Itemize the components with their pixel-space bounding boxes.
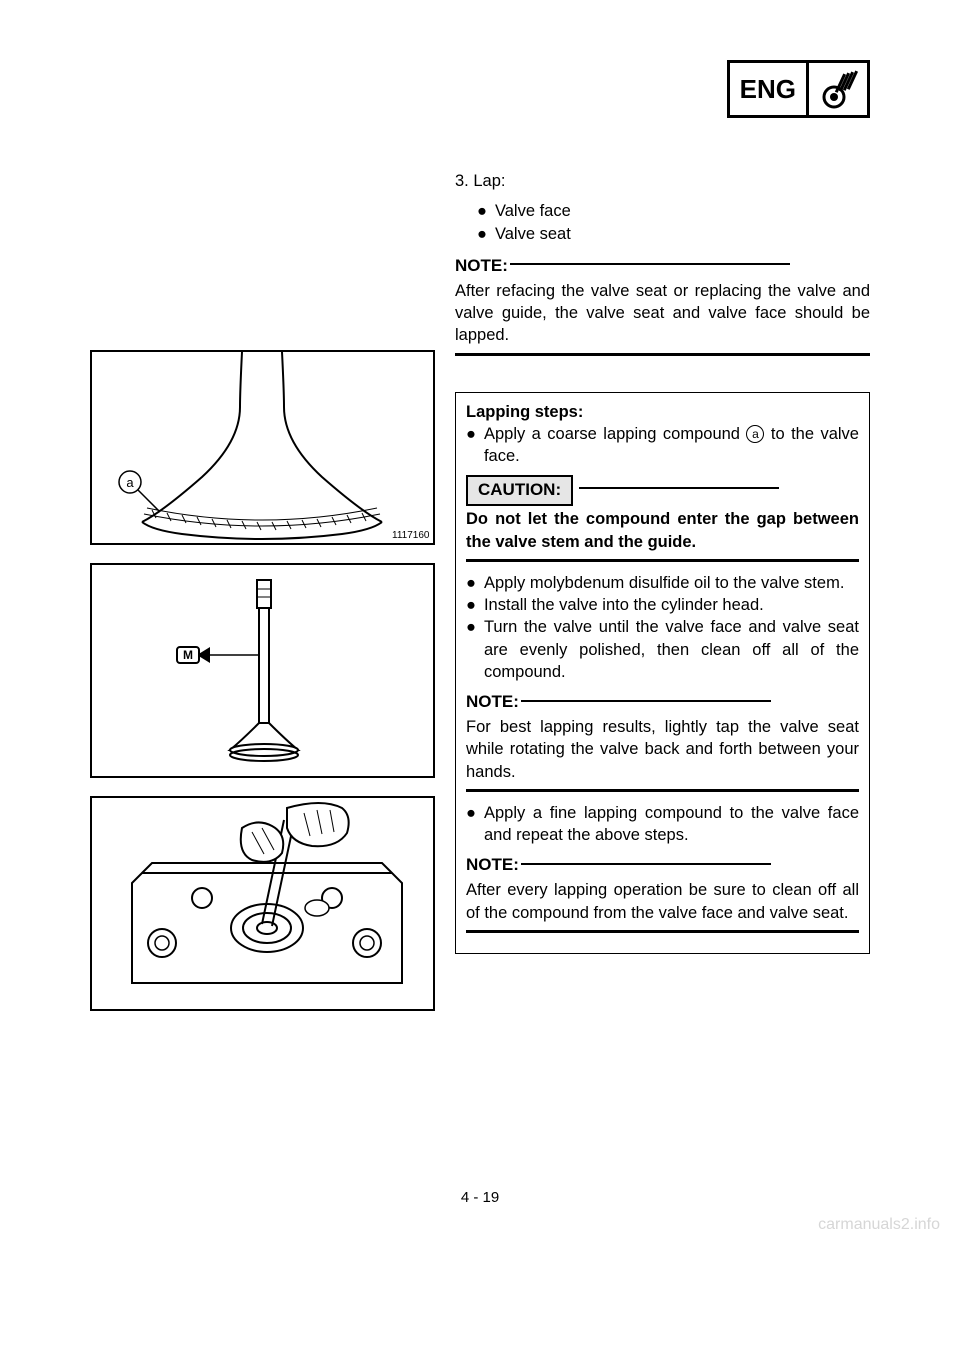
caution-block: CAUTION: Do not let the compound enter t… (466, 475, 859, 561)
bullet-icon: ● (477, 200, 487, 222)
figure-lapping (90, 796, 435, 1011)
note2-text: For best lapping results, lightly tap th… (466, 716, 859, 783)
bullet-icon: ● (466, 802, 476, 847)
bullet-icon: ● (466, 616, 476, 683)
note-heading: NOTE: (466, 854, 519, 877)
note-rule-icon (466, 930, 859, 933)
figures-column: a 1117160 (90, 170, 435, 1029)
step3-item2: ● Valve seat (455, 223, 870, 245)
lapping-step5: ● Apply a fine lapping compound to the v… (466, 802, 859, 847)
lapping-step1-text: Apply a coarse lapping compound a to the… (484, 423, 859, 468)
note-rule-icon (455, 353, 870, 356)
watermark: carmanuals2.info (818, 1216, 940, 1234)
lapping-heading: Lapping steps: (466, 401, 859, 423)
bullet-icon: ● (466, 572, 476, 594)
page-number: 4 - 19 (90, 1189, 870, 1206)
caution-heading: CAUTION: (466, 475, 573, 506)
main-content: a 1117160 (90, 170, 870, 1029)
note-1: NOTE: After refacing the valve seat or r… (455, 255, 870, 356)
note-3: NOTE: After every lapping operation be s… (466, 854, 859, 932)
lapping-steps-box: Lapping steps: ● Apply a coarse lapping … (455, 392, 870, 954)
caution-rule-icon (466, 559, 859, 562)
step-3: 3. Lap: (455, 170, 870, 192)
bullet-icon: ● (477, 223, 487, 245)
bullet-icon: ● (466, 423, 476, 468)
note-rule-icon (510, 263, 790, 265)
note1-text: After refacing the valve seat or replaci… (455, 280, 870, 347)
step3-item2-text: Valve seat (495, 223, 571, 245)
note-heading: NOTE: (455, 255, 508, 278)
note-rule-icon (521, 863, 771, 865)
lapping-step5-text: Apply a fine lapping compound to the val… (484, 802, 859, 847)
lapping-step2-text: Apply molybdenum disulfide oil to the va… (484, 572, 844, 594)
eng-label: ENG (730, 63, 809, 115)
lapping-step3-text: Install the valve into the cylinder head… (484, 594, 764, 616)
lapping-step3: ● Install the valve into the cylinder he… (466, 594, 859, 616)
note-rule-icon (466, 789, 859, 792)
step-number: 3. (455, 170, 469, 192)
step3-item1: ● Valve face (455, 200, 870, 222)
step3-item1-text: Valve face (495, 200, 571, 222)
figure-valve-stem: M (90, 563, 435, 778)
step-label: Lap: (473, 172, 505, 190)
figure-valve-face: a 1117160 (90, 350, 435, 545)
text-column: 3. Lap: ● Valve face ● Valve seat NOTE: … (455, 170, 870, 1029)
callout-a-icon: a (746, 425, 764, 443)
note-rule-icon (521, 700, 771, 702)
page: ENG (0, 0, 960, 1246)
caution-rule-icon (579, 487, 779, 489)
engine-icon (809, 63, 867, 115)
lapping-step1: ● Apply a coarse lapping compound a to t… (466, 423, 859, 468)
lapping-step2: ● Apply molybdenum disulfide oil to the … (466, 572, 859, 594)
lapping-step4: ● Turn the valve until the valve face an… (466, 616, 859, 683)
caution-text: Do not let the compound enter the gap be… (466, 508, 859, 553)
note-2: NOTE: For best lapping results, lightly … (466, 691, 859, 792)
bullet-icon: ● (466, 594, 476, 616)
figure-code: 1117160 (392, 530, 430, 541)
note3-text: After every lapping operation be sure to… (466, 879, 859, 924)
svg-text:M: M (183, 648, 193, 662)
svg-text:a: a (126, 475, 134, 490)
lapping-step4-text: Turn the valve until the valve face and … (484, 616, 859, 683)
note-heading: NOTE: (466, 691, 519, 714)
header-badge: ENG (727, 60, 870, 118)
